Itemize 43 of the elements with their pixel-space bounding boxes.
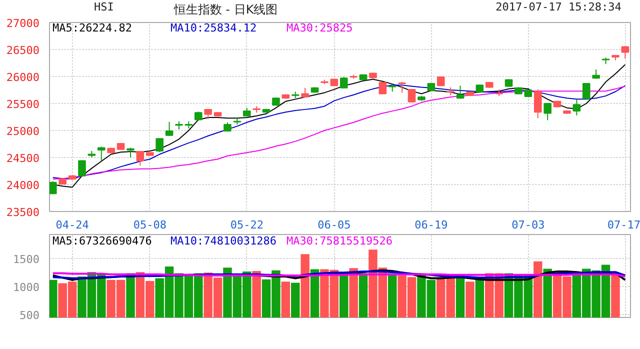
candlestick: [97, 146, 106, 162]
candlestick: [408, 88, 416, 103]
candlestick: [136, 150, 144, 166]
y-tick-label: 1000: [13, 281, 40, 294]
y-tick-label: 25500: [6, 98, 40, 111]
candlestick: [78, 160, 86, 177]
text: 2017-07-17 15:28:34: [496, 0, 622, 14]
candlestick: [544, 102, 552, 121]
candlestick: [572, 99, 581, 116]
text: HSI: [94, 0, 114, 14]
candlestick: [165, 121, 174, 136]
text: MA30:25825: [286, 22, 353, 34]
candlestick: [340, 76, 348, 89]
x-tick-label: 07-17: [607, 218, 640, 232]
y-tick-label: 500: [20, 309, 40, 322]
x-tick-label: 05-22: [230, 218, 264, 232]
chart-title: 恒生指数 - 日K线图: [172, 2, 278, 16]
text: MA5:26224.82: [52, 22, 132, 34]
y-tick-label: 26000: [6, 71, 40, 84]
text: MA10:74810031286: [170, 234, 276, 248]
y-tick-label: 27000: [6, 17, 40, 30]
text: MA30:75815519526: [286, 234, 392, 248]
candlestick: [534, 88, 542, 119]
y-tick-label: 23500: [6, 206, 40, 219]
candlestick: [126, 147, 134, 158]
x-tick-label: 06-19: [414, 218, 448, 232]
x-tick-label: 06-05: [318, 218, 351, 232]
x-tick-label: 05-08: [133, 218, 166, 232]
candlestick: [621, 46, 630, 60]
candlestick: [456, 85, 464, 100]
y-tick-label: 24500: [6, 152, 40, 165]
candlestick: [398, 81, 406, 94]
candlestick: [50, 180, 57, 195]
x-tick-label: 04-24: [56, 218, 90, 232]
x-tick-label: 07-03: [512, 218, 545, 232]
y-tick-label: 26500: [6, 44, 40, 57]
candlestick: [378, 81, 387, 95]
y-tick-label: 25000: [6, 125, 40, 138]
text: MA5:67326690476: [52, 234, 152, 248]
text: MA10:25834.12: [170, 22, 257, 34]
y-tick-label: 24000: [6, 179, 40, 192]
candlestick: [156, 138, 164, 153]
y-tick-label: 1500: [13, 253, 40, 266]
